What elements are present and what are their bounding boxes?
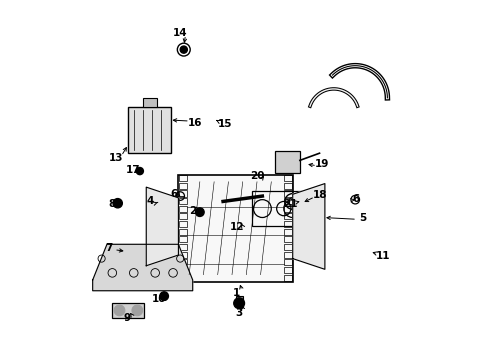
Polygon shape <box>93 244 192 291</box>
Circle shape <box>180 46 187 53</box>
Bar <box>142 98 157 107</box>
Bar <box>179 206 186 212</box>
Circle shape <box>114 305 124 316</box>
Text: 15: 15 <box>217 118 232 129</box>
Bar <box>284 252 291 258</box>
Bar <box>284 190 291 197</box>
Circle shape <box>113 199 122 208</box>
Text: 6: 6 <box>170 189 178 199</box>
Text: 4: 4 <box>146 197 153 206</box>
Text: 12: 12 <box>229 222 244 232</box>
Bar <box>178 175 292 282</box>
Bar <box>284 275 291 281</box>
Bar <box>284 221 291 227</box>
Bar <box>179 213 186 220</box>
Bar <box>112 303 144 318</box>
Circle shape <box>136 167 143 175</box>
Bar <box>179 267 186 273</box>
Text: 6: 6 <box>352 194 359 203</box>
Text: 18: 18 <box>312 190 327 200</box>
Bar <box>284 183 291 189</box>
Bar <box>284 236 291 243</box>
Bar <box>179 275 186 281</box>
Text: 14: 14 <box>173 28 187 38</box>
Text: 20: 20 <box>249 171 264 181</box>
Bar <box>284 213 291 220</box>
Text: 3: 3 <box>235 308 242 318</box>
Bar <box>179 190 186 197</box>
Bar <box>128 107 171 153</box>
Text: 10: 10 <box>151 294 166 303</box>
Bar <box>179 198 186 204</box>
Circle shape <box>195 208 203 216</box>
Bar <box>274 152 299 173</box>
Bar <box>284 259 291 265</box>
Circle shape <box>132 305 142 316</box>
Bar <box>284 206 291 212</box>
Text: 2: 2 <box>189 206 196 216</box>
Bar <box>179 236 186 243</box>
Text: 9: 9 <box>123 313 131 323</box>
Bar <box>284 267 291 273</box>
Bar <box>179 252 186 258</box>
Bar <box>284 229 291 235</box>
Bar <box>179 259 186 265</box>
Bar <box>284 198 291 204</box>
Text: 19: 19 <box>315 159 329 169</box>
Text: 8: 8 <box>108 199 116 209</box>
Text: 16: 16 <box>187 118 202 128</box>
Text: 21: 21 <box>283 199 297 209</box>
Text: 17: 17 <box>125 165 140 175</box>
Bar <box>179 244 186 250</box>
Polygon shape <box>146 187 178 266</box>
Text: 1: 1 <box>233 288 240 297</box>
Circle shape <box>160 292 168 300</box>
Text: 7: 7 <box>105 243 112 253</box>
Bar <box>179 221 186 227</box>
Text: 11: 11 <box>375 251 389 261</box>
Polygon shape <box>292 184 324 269</box>
Bar <box>235 296 242 307</box>
Text: 13: 13 <box>108 153 123 163</box>
Bar <box>284 175 291 181</box>
Circle shape <box>233 298 244 309</box>
Bar <box>179 175 186 181</box>
Bar <box>179 229 186 235</box>
Text: 5: 5 <box>358 212 365 222</box>
Bar <box>179 183 186 189</box>
Bar <box>251 191 301 226</box>
Bar <box>284 244 291 250</box>
